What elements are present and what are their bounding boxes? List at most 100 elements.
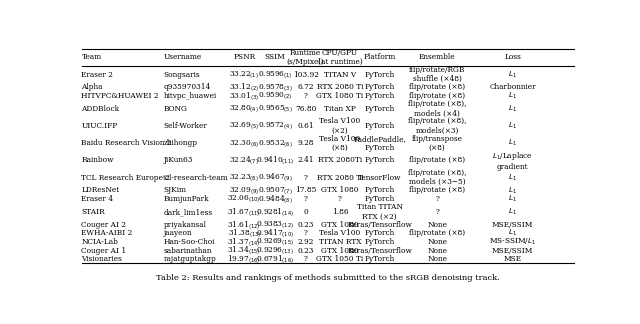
Text: None: None: [427, 247, 447, 255]
Text: BONG: BONG: [163, 105, 188, 113]
Text: 103.92: 103.92: [292, 71, 319, 79]
Text: ?: ?: [304, 255, 308, 263]
Text: 32.69$_{(5)}$: 32.69$_{(5)}$: [229, 121, 259, 132]
Text: 0.9484$_{(8)}$: 0.9484$_{(8)}$: [257, 193, 292, 205]
Text: 0.9596$_{(1)}$: 0.9596$_{(1)}$: [258, 69, 292, 80]
Text: SJKim: SJKim: [163, 187, 186, 194]
Text: 17.85: 17.85: [295, 187, 316, 194]
Text: 32.09$_{(9)}$: 32.09$_{(9)}$: [229, 185, 259, 196]
Text: JiKun63: JiKun63: [163, 156, 193, 164]
Text: flip/rotate (×8),
models(×3): flip/rotate (×8), models(×3): [408, 118, 467, 135]
Text: 0.9296$_{(13)}$: 0.9296$_{(13)}$: [256, 245, 294, 256]
Text: flip/rotate (×8): flip/rotate (×8): [409, 229, 465, 237]
Text: 6.72: 6.72: [298, 84, 314, 91]
Text: 31.67$_{(11)}$: 31.67$_{(11)}$: [227, 206, 261, 218]
Text: jaayeon: jaayeon: [163, 229, 192, 237]
Text: hitvpc_huawei: hitvpc_huawei: [163, 92, 216, 100]
Text: 32.30$_{(6)}$: 32.30$_{(6)}$: [229, 138, 259, 149]
Text: flip/transpose
(×8): flip/transpose (×8): [412, 135, 463, 152]
Text: 33.01$_{(3)}$: 33.01$_{(3)}$: [229, 90, 259, 102]
Text: flip/rotate (×8): flip/rotate (×8): [409, 187, 465, 194]
Text: $L_1$: $L_1$: [508, 228, 517, 238]
Text: Han-Soo-Choi: Han-Soo-Choi: [163, 238, 215, 246]
Text: 31.37$_{(14)}$: 31.37$_{(14)}$: [227, 236, 261, 248]
Text: Tesla V100
(×8): Tesla V100 (×8): [319, 135, 360, 152]
Text: flip/rotate (×8),
models (×3−5): flip/rotate (×8), models (×3−5): [408, 169, 467, 186]
Text: 0.9572$_{(4)}$: 0.9572$_{(4)}$: [257, 121, 292, 132]
Text: PyTorch: PyTorch: [364, 92, 395, 100]
Text: $L_1$: $L_1$: [508, 207, 517, 217]
Text: 31.61$_{(12)}$: 31.61$_{(12)}$: [227, 219, 261, 231]
Text: ?: ?: [338, 195, 342, 203]
Text: $L_1$: $L_1$: [508, 194, 517, 204]
Text: Table 2: Results and rankings of methods submitted to the sRGB denoising track.: Table 2: Results and rankings of methods…: [156, 274, 500, 283]
Text: Eraser 2: Eraser 2: [81, 71, 113, 79]
Text: Eraser 4: Eraser 4: [81, 195, 113, 203]
Text: 0.9565$_{(5)}$: 0.9565$_{(5)}$: [257, 104, 292, 114]
Text: GTX 1050 Ti: GTX 1050 Ti: [316, 255, 364, 263]
Text: PyTorch: PyTorch: [364, 187, 395, 194]
Text: Charbonnier: Charbonnier: [489, 84, 536, 91]
Text: Songsaris: Songsaris: [163, 71, 200, 79]
Text: Self-Worker: Self-Worker: [163, 122, 207, 130]
Text: 31.34$_{(15)}$: 31.34$_{(15)}$: [227, 245, 261, 256]
Text: 31.38$_{(13)}$: 31.38$_{(13)}$: [228, 227, 261, 239]
Text: STAIR: STAIR: [81, 208, 105, 216]
Text: flip/rotate (×8): flip/rotate (×8): [409, 92, 465, 100]
Text: HITVPC&HUAWEI 2: HITVPC&HUAWEI 2: [81, 92, 159, 100]
Text: TITAN RTX: TITAN RTX: [319, 238, 361, 246]
Text: 0.9578$_{(3)}$: 0.9578$_{(3)}$: [257, 82, 292, 93]
Text: 0.9590$_{(2)}$: 0.9590$_{(2)}$: [258, 91, 292, 101]
Text: TensorFlow: TensorFlow: [358, 174, 401, 181]
Text: TITAN V: TITAN V: [324, 71, 356, 79]
Text: 2.41: 2.41: [298, 156, 314, 164]
Text: 0.23: 0.23: [298, 247, 314, 255]
Text: EWHA-AIBI 2: EWHA-AIBI 2: [81, 229, 132, 237]
Text: zhihongp: zhihongp: [163, 139, 197, 147]
Text: 9.28: 9.28: [298, 139, 314, 147]
Text: PyTorch: PyTorch: [364, 105, 395, 113]
Text: ?: ?: [304, 229, 308, 237]
Text: PyTorch: PyTorch: [364, 255, 395, 263]
Text: 32.24$_{(7)}$: 32.24$_{(7)}$: [229, 155, 259, 166]
Text: $L_1$/Laplace
gradient: $L_1$/Laplace gradient: [492, 150, 533, 171]
Text: MSE/SSIM: MSE/SSIM: [492, 247, 533, 255]
Text: 76.80: 76.80: [295, 105, 316, 113]
Text: Couger AI 1: Couger AI 1: [81, 247, 127, 255]
Text: 32.23$_{(8)}$: 32.23$_{(8)}$: [229, 172, 259, 183]
Text: 32.06$_{(10)}$: 32.06$_{(10)}$: [227, 194, 261, 204]
Text: SSIM: SSIM: [264, 53, 285, 62]
Text: PyTorch: PyTorch: [364, 156, 395, 164]
Text: $L_1$: $L_1$: [508, 138, 517, 148]
Text: Loss: Loss: [504, 53, 521, 62]
Text: Runtime
(s/Mpixel): Runtime (s/Mpixel): [287, 49, 324, 66]
Text: 32.80$_{(4)}$: 32.80$_{(4)}$: [229, 104, 259, 114]
Text: Platform: Platform: [364, 53, 396, 62]
Text: 0.9269$_{(15)}$: 0.9269$_{(15)}$: [256, 237, 294, 247]
Text: $L_1$: $L_1$: [508, 91, 517, 101]
Text: $L_1$: $L_1$: [508, 121, 517, 131]
Text: PyTorch: PyTorch: [364, 122, 395, 130]
Text: 0.9410$_{(11)}$: 0.9410$_{(11)}$: [256, 155, 294, 166]
Text: flip/rotate (×8),
models (×4): flip/rotate (×8), models (×4): [408, 100, 467, 118]
Text: 0: 0: [303, 208, 308, 216]
Text: BumjunPark: BumjunPark: [163, 195, 209, 203]
Text: MSE: MSE: [504, 255, 522, 263]
Text: ADDBlock: ADDBlock: [81, 105, 120, 113]
Text: None: None: [427, 221, 447, 229]
Text: MS-SSIM/$L_1$: MS-SSIM/$L_1$: [489, 237, 536, 247]
Text: Visionaries: Visionaries: [81, 255, 122, 263]
Text: GTX 1080: GTX 1080: [321, 187, 358, 194]
Text: UIUC.IFP: UIUC.IFP: [81, 122, 118, 130]
Text: PaddlePaddle,
PyTorch: PaddlePaddle, PyTorch: [353, 135, 406, 152]
Text: Tesla V100
(×2): Tesla V100 (×2): [319, 118, 360, 135]
Text: MSE/SSIM: MSE/SSIM: [492, 221, 533, 229]
Text: PyTorch: PyTorch: [364, 195, 395, 203]
Text: $L_1$: $L_1$: [508, 172, 517, 183]
Text: TCL Research Europe 2: TCL Research Europe 2: [81, 174, 170, 181]
Text: NCIA-Lab: NCIA-Lab: [81, 238, 118, 246]
Text: Titan TITAN
RTX (×2): Titan TITAN RTX (×2): [356, 203, 403, 221]
Text: 0.9281$_{(14)}$: 0.9281$_{(14)}$: [256, 206, 294, 218]
Text: ?: ?: [304, 195, 308, 203]
Text: Username: Username: [163, 53, 202, 62]
